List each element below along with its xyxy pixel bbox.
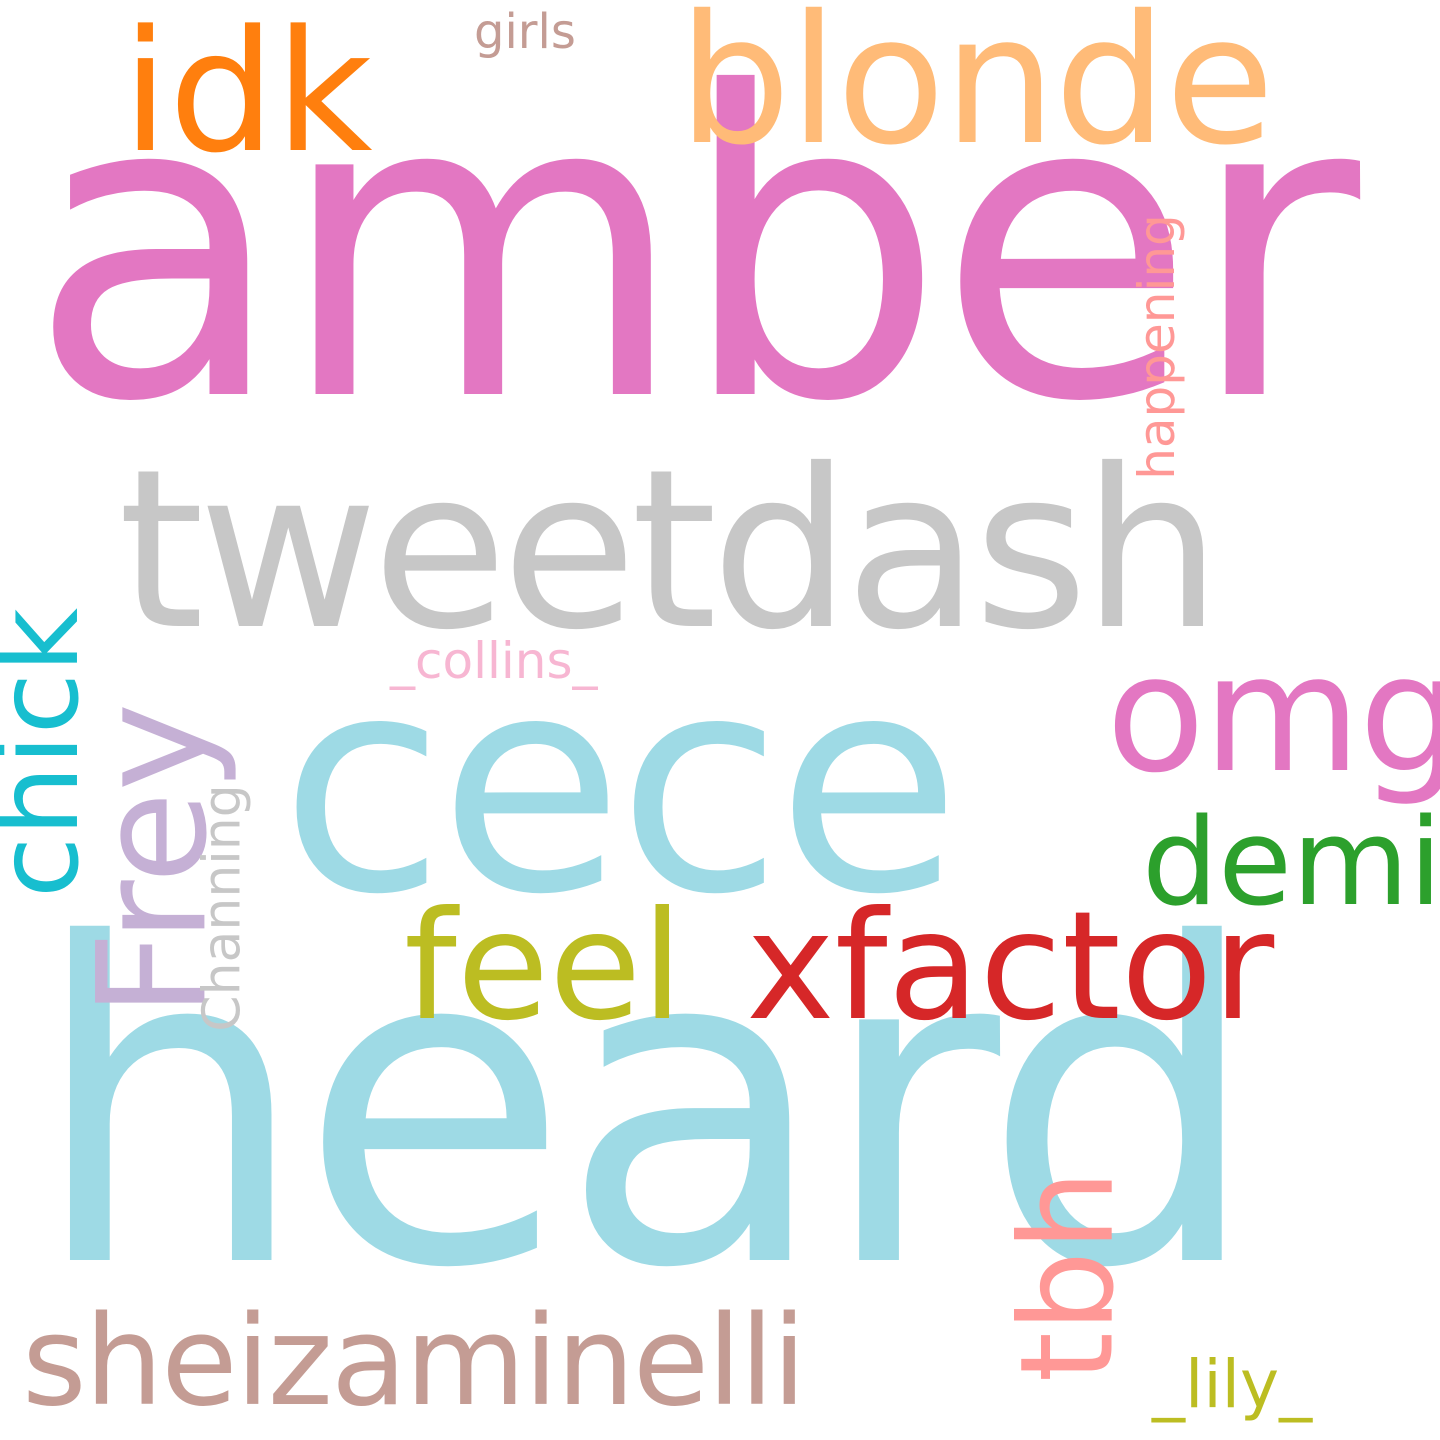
word-amber: amber (28, 5, 1360, 494)
word-chick: chick (0, 607, 105, 899)
word-tweetdash: tweetdash (118, 422, 1222, 678)
word-heard: heard (30, 852, 1262, 1364)
word-sheizaminelli: sheizaminelli (22, 1290, 806, 1434)
word-idk: idk (122, 0, 373, 190)
word-xfactor: xfactor (746, 880, 1275, 1054)
word-collins: _collins_ (390, 632, 598, 690)
word-blonde: blonde (678, 0, 1275, 184)
word-feel: feel (404, 880, 684, 1054)
word-lily: _lily_ (1152, 1346, 1313, 1423)
word-happening: happening (1127, 214, 1186, 480)
word-tbh: tbh (993, 1169, 1143, 1383)
word-cece: cece (280, 611, 961, 960)
word-girls: girls (474, 4, 576, 60)
word-channing: Channing (192, 784, 253, 1032)
word-demi: demi (1142, 794, 1440, 933)
word-omg: omg (1106, 621, 1440, 809)
